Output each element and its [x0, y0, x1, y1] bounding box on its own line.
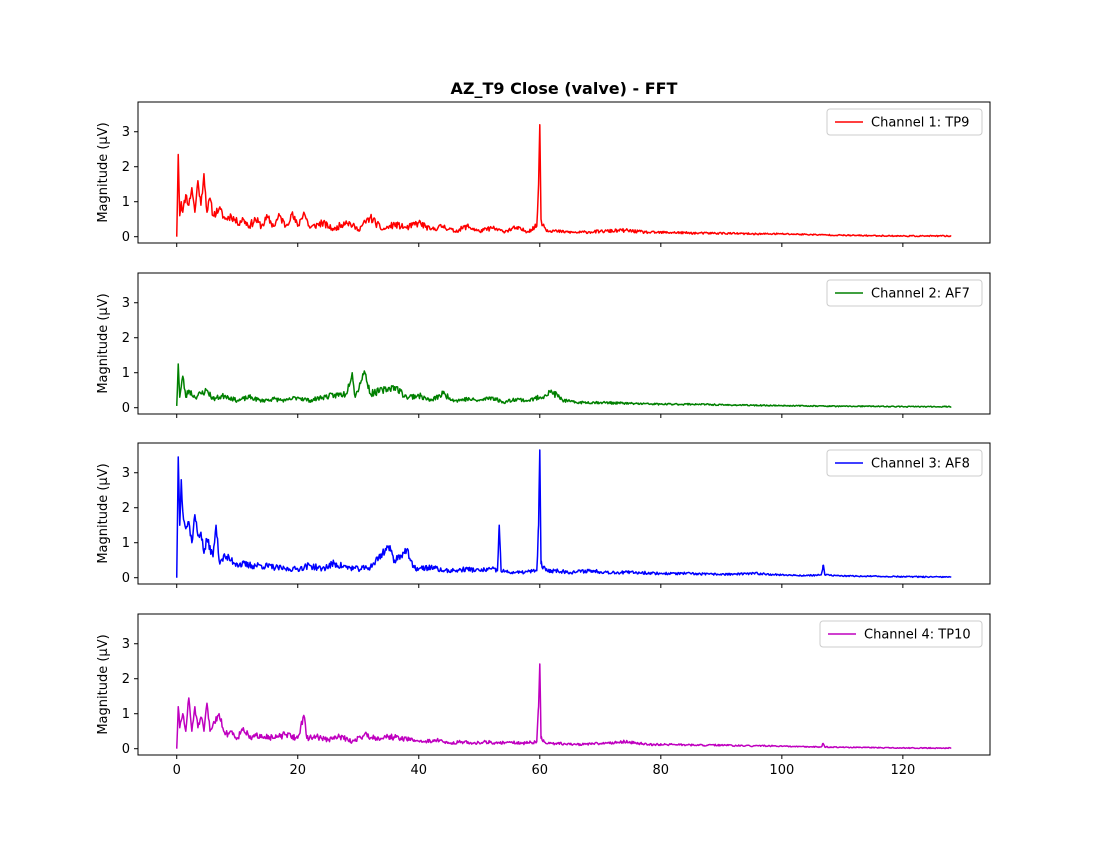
y-tick-label: 2 [122, 160, 130, 175]
legend-box [826, 108, 983, 136]
y-tick-label: 3 [122, 296, 130, 311]
axes-frame [137, 272, 991, 415]
y-axis-label: Magnitude (μV) [96, 463, 111, 563]
series-line-channel-1 [175, 123, 952, 238]
x-tick-label: 40 [410, 763, 427, 778]
subplot-1: 0 1 2 3 Magnitude (μV) Channel 1: TP9 [96, 101, 991, 247]
y-tick-label: 1 [122, 366, 130, 381]
legend: Channel 4: TP10 [819, 620, 983, 648]
legend-box [819, 620, 983, 648]
legend-label: Channel 3: AF8 [871, 457, 970, 472]
subplots: 0 1 2 3 Magnitude (μV) Channel 1: TP9 0 1 2 3 Magn… [96, 101, 991, 778]
y-tick-label: 2 [122, 501, 130, 516]
y-tick-label: 2 [122, 672, 130, 687]
y-tick-label: 2 [122, 331, 130, 346]
y-tick-label: 1 [122, 707, 130, 722]
legend-box [826, 449, 983, 477]
y-tick-label: 0 [122, 401, 130, 416]
legend-box [826, 279, 983, 307]
series-line-channel-2 [175, 363, 952, 408]
legend-label: Channel 1: TP9 [871, 116, 969, 131]
legend-label: Channel 2: AF7 [871, 287, 970, 302]
y-tick-label: 1 [122, 195, 130, 210]
x-tick-label: 20 [289, 763, 306, 778]
axes-frame [137, 101, 991, 244]
axes-frame [137, 613, 991, 756]
subplot-2: 0 1 2 3 Magnitude (μV) Channel 2: AF7 [96, 272, 991, 418]
x-tick-label: 80 [653, 763, 670, 778]
y-tick-label: 0 [122, 571, 130, 586]
x-tick-label: 60 [532, 763, 549, 778]
subplot-3: 0 1 2 3 Magnitude (μV) Channel 3: AF8 [96, 442, 991, 588]
legend: Channel 2: AF7 [826, 279, 983, 307]
y-tick-label: 0 [122, 230, 130, 245]
series-line-channel-4 [175, 663, 952, 750]
y-axis-label: Magnitude (μV) [96, 634, 111, 734]
y-tick-label: 3 [122, 466, 130, 481]
legend: Channel 1: TP9 [826, 108, 983, 136]
subplot-4: 0 1 2 3 0 20 40 60 80 100 120 Magnitude (μV) Channel… [96, 613, 991, 778]
chart-title: AZ_T9 Close (valve) - FFT [451, 79, 678, 98]
series-line-channel-3 [175, 449, 952, 579]
y-tick-label: 3 [122, 637, 130, 652]
y-axis-label: Magnitude (μV) [96, 122, 111, 222]
x-tick-label: 100 [769, 763, 794, 778]
x-tick-label: 120 [890, 763, 915, 778]
legend: Channel 3: AF8 [826, 449, 983, 477]
y-tick-label: 1 [122, 536, 130, 551]
x-tick-label: 0 [173, 763, 181, 778]
y-tick-label: 0 [122, 742, 130, 757]
y-axis-label: Magnitude (μV) [96, 293, 111, 393]
legend-label: Channel 4: TP10 [864, 628, 971, 643]
axes-frame [137, 442, 991, 585]
y-tick-label: 3 [122, 125, 130, 140]
